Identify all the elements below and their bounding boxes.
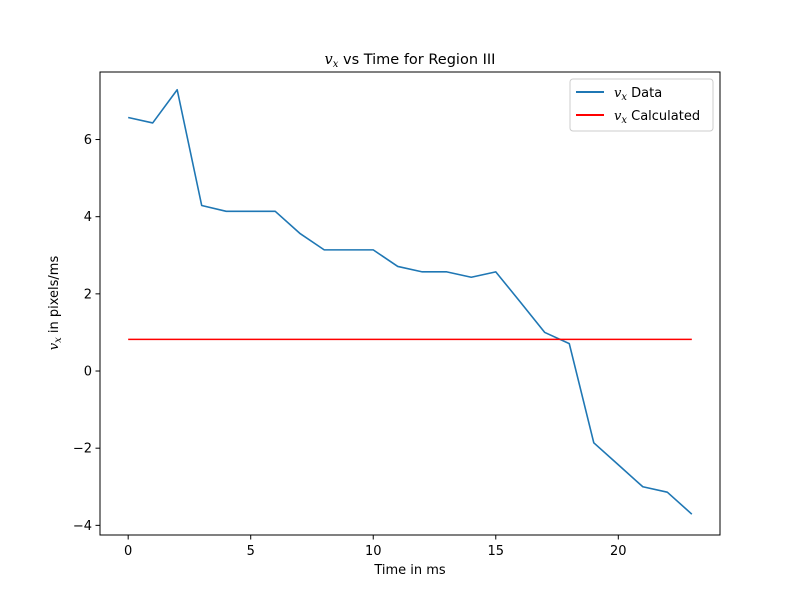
chart-title: vx vs Time for Region III xyxy=(325,52,496,70)
legend: vx Data vx Calculated xyxy=(569,78,714,132)
y-tick-label: −2 xyxy=(73,442,92,457)
axes-frame xyxy=(99,71,721,536)
x-tick-label: 20 xyxy=(610,544,627,559)
x-tick-label: 5 xyxy=(247,544,255,559)
y-tick-label: 2 xyxy=(84,287,92,302)
y-axis-label: vx in pixels/ms xyxy=(47,256,64,351)
x-axis-ticks: 0 5 10 15 20 xyxy=(124,535,627,559)
series-line-0 xyxy=(128,88,693,515)
x-tick-label: 15 xyxy=(487,544,504,559)
x-axis-label: Time in ms xyxy=(373,563,446,578)
plot-area: 0 5 10 15 20 −4 −2 0 2 4 6 xyxy=(73,71,721,559)
x-tick-label: 0 xyxy=(124,544,132,559)
y-tick-label: 6 xyxy=(84,133,92,148)
legend-label-data: vx Data xyxy=(614,86,662,103)
y-tick-label: 4 xyxy=(84,210,92,225)
legend-box xyxy=(569,78,714,132)
y-tick-label: −4 xyxy=(73,519,92,534)
y-axis-ticks: −4 −2 0 2 4 6 xyxy=(73,133,100,534)
legend-label-calculated: vx Calculated xyxy=(614,109,700,126)
y-tick-label: 0 xyxy=(84,365,92,380)
series-layer xyxy=(128,88,693,515)
x-tick-label: 10 xyxy=(365,544,382,559)
